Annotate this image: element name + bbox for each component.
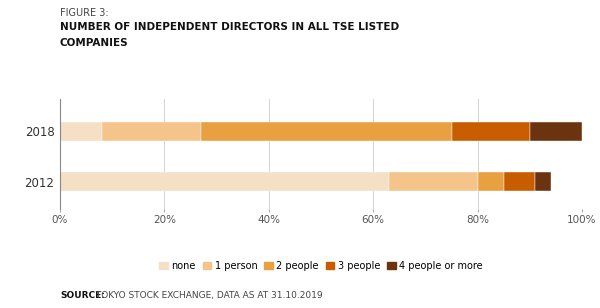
Legend: none, 1 person, 2 people, 3 people, 4 people or more: none, 1 person, 2 people, 3 people, 4 pe… — [159, 261, 483, 271]
Text: NUMBER OF INDEPENDENT DIRECTORS IN ALL TSE LISTED: NUMBER OF INDEPENDENT DIRECTORS IN ALL T… — [60, 22, 399, 31]
Bar — [452, 122, 530, 141]
Bar — [530, 122, 582, 141]
Bar — [504, 172, 535, 191]
Bar — [60, 172, 389, 191]
Text: FIGURE 3:: FIGURE 3: — [60, 8, 109, 18]
Text: TOKYO STOCK EXCHANGE, DATA AS AT 31.10.2019: TOKYO STOCK EXCHANGE, DATA AS AT 31.10.2… — [93, 291, 323, 300]
Bar — [478, 172, 504, 191]
Bar — [60, 122, 102, 141]
Bar — [102, 122, 201, 141]
Bar — [535, 172, 551, 191]
Text: SOURCE:: SOURCE: — [60, 291, 105, 300]
Bar — [389, 172, 478, 191]
Bar — [201, 122, 452, 141]
Text: COMPANIES: COMPANIES — [60, 38, 128, 48]
